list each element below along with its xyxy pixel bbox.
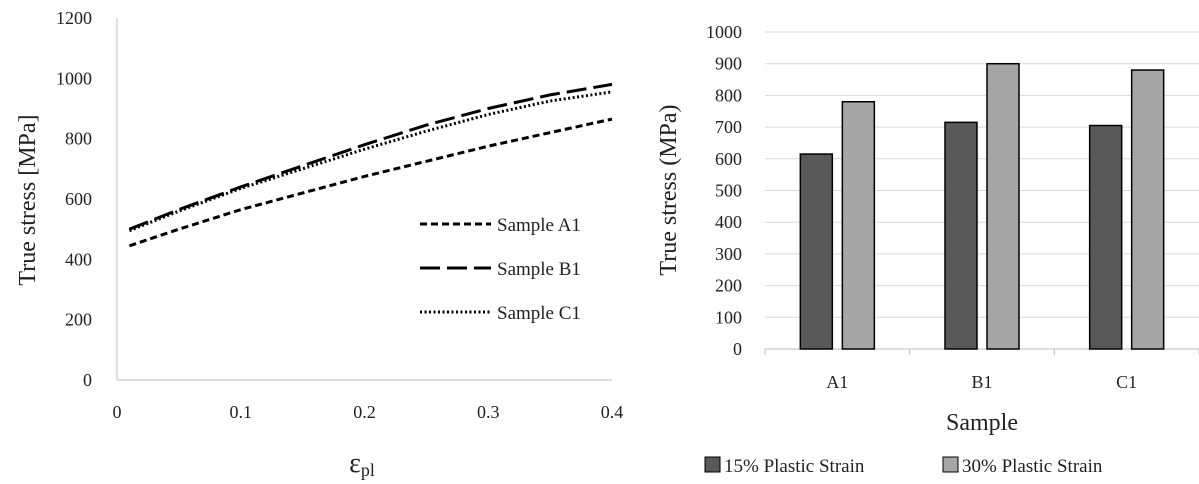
bar-chart-y-tick-label: 400 xyxy=(715,212,742,232)
line-chart-x-tick-labels: 0 0.1 0.2 0.3 0.4 xyxy=(113,402,624,422)
bar-chart-y-tick-labels: 0 100 200 300 400 500 600 700 800 900 1000 xyxy=(706,22,742,359)
line-chart-x-tick-label: 0 xyxy=(113,402,122,422)
bar-chart-category-label: A1 xyxy=(826,372,848,392)
bar-chart-y-tick-label: 0 xyxy=(733,339,742,359)
line-chart-y-axis-title: True stress [MPa] xyxy=(15,114,41,285)
line-chart-y-tick-label: 200 xyxy=(65,310,92,330)
line-series-sample-b1 xyxy=(128,82,613,231)
bar-chart-category-labels: A1 B1 C1 xyxy=(826,372,1137,392)
line-chart: 0 200 400 600 800 1000 1200 0 0.1 0.2 0.3 0.4 True… xyxy=(15,8,623,480)
line-chart-legend: Sample A1 Sample B1 Sample C1 xyxy=(420,215,581,324)
line-series-sample-a1 xyxy=(128,117,613,248)
bar-chart-category-label: B1 xyxy=(971,372,992,392)
bar-chart-y-axis-title: True stress (MPa) xyxy=(656,104,682,275)
bar-chart-x-axis-title: Sample xyxy=(946,410,1018,436)
bar-c1-series-2 xyxy=(1130,69,1165,350)
bar-legend-label: 15% Plastic Strain xyxy=(724,456,865,477)
bar-chart-x-tick-marks xyxy=(764,349,1199,355)
bar-legend-label: 30% Plastic Strain xyxy=(962,456,1103,477)
line-chart-x-axis-symbol: ε xyxy=(349,448,361,479)
line-chart-y-tick-label: 800 xyxy=(65,129,92,149)
line-chart-x-tick-label: 0.3 xyxy=(477,402,500,422)
bar-a1-series-1 xyxy=(799,153,834,350)
bar-chart-y-tick-label: 300 xyxy=(715,244,742,264)
line-chart-y-tick-labels: 0 200 400 600 800 1000 1200 xyxy=(56,8,92,390)
bar-b1-series-1 xyxy=(944,121,978,350)
line-chart-x-tick-label: 0.1 xyxy=(230,402,253,422)
bar-b1-series-2 xyxy=(986,62,1020,350)
bar-chart-legend: 15% Plastic Strain 30% Plastic Strain xyxy=(704,456,1103,477)
bar-c1-series-1 xyxy=(1088,124,1123,350)
line-chart-y-tick-label: 600 xyxy=(65,189,92,209)
bar-chart-y-tick-label: 100 xyxy=(715,307,742,327)
bar-chart-y-tick-label: 900 xyxy=(715,54,742,74)
line-legend-label: Sample A1 xyxy=(497,215,581,236)
line-chart-y-tick-label: 1200 xyxy=(56,8,92,28)
line-chart-x-axis-subscript: pl xyxy=(361,460,375,480)
line-legend-label: Sample B1 xyxy=(497,259,581,280)
bar-chart-y-tick-label: 200 xyxy=(715,276,742,296)
bar-chart-y-tick-label: 1000 xyxy=(706,22,742,42)
line-chart-x-tick-label: 0.2 xyxy=(353,402,376,422)
line-chart-x-axis-title: εpl xyxy=(349,448,375,480)
bar-a1-series-2 xyxy=(841,100,876,350)
bar-chart-y-tick-label: 500 xyxy=(715,181,742,201)
bar-legend-swatch xyxy=(942,456,959,473)
bar-legend-swatch xyxy=(704,456,721,473)
line-chart-series xyxy=(128,82,613,248)
bar-chart-category-label: C1 xyxy=(1116,372,1137,392)
line-chart-y-tick-label: 0 xyxy=(83,370,92,390)
line-chart-y-tick-label: 1000 xyxy=(56,68,92,88)
bar-chart-gridlines xyxy=(765,31,1199,318)
line-series-sample-c1 xyxy=(128,90,613,233)
line-legend-label: Sample C1 xyxy=(497,303,581,324)
bar-chart-y-tick-label: 600 xyxy=(715,149,742,169)
line-chart-y-tick-label: 400 xyxy=(65,249,92,269)
line-chart-x-tick-label: 0.4 xyxy=(601,402,624,422)
bar-chart-y-tick-label: 700 xyxy=(715,117,742,137)
line-chart-axes xyxy=(116,18,612,381)
bar-chart-y-tick-label: 800 xyxy=(715,85,742,105)
bar-chart-bars xyxy=(799,62,1165,350)
